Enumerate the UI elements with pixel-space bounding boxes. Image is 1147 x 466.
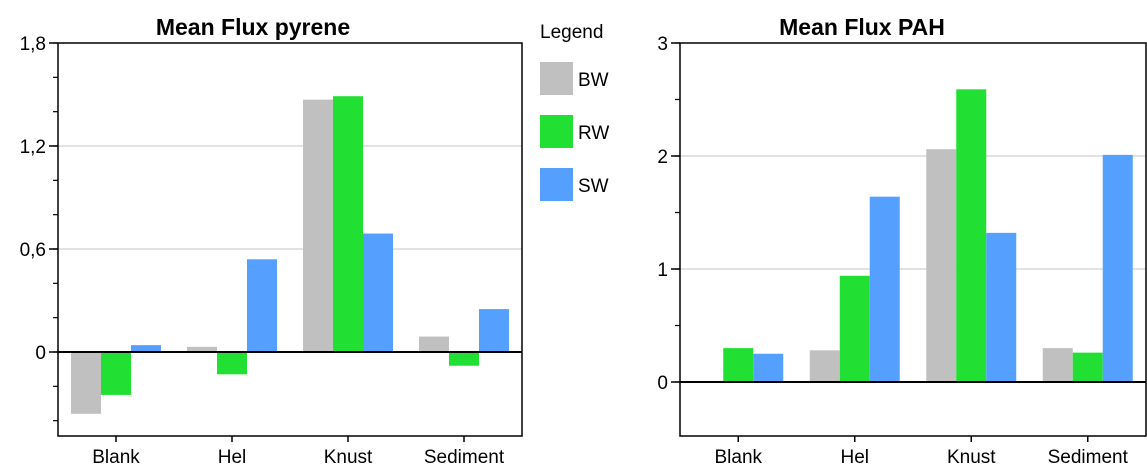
chart-title: Mean Flux PAH [779, 14, 945, 40]
bar-RW-Sediment [449, 352, 479, 366]
x-tick-label: Blank [92, 447, 140, 466]
bar-SW-Hel [869, 196, 900, 382]
x-tick-label: Knust [947, 447, 996, 466]
bar-BW-Sediment [1042, 348, 1073, 382]
bar-SW-Sediment [479, 309, 509, 352]
x-tick-label: Blank [714, 447, 762, 466]
plot-frame [679, 42, 1147, 437]
legend-title: Legend [540, 22, 603, 43]
x-tick-label: Knust [324, 447, 373, 466]
legend: Legend BW RW SW [540, 22, 609, 201]
x-tick-label: Hel [218, 447, 247, 466]
chart-title: Mean Flux pyrene [156, 14, 350, 40]
legend-swatch-SW [540, 168, 573, 201]
y-tick-label: 0 [35, 343, 46, 364]
bar-RW-Knust [333, 96, 363, 352]
bar-RW-Blank [723, 348, 754, 382]
bar-RW-Sediment [1072, 352, 1103, 382]
legend-swatch-BW [540, 62, 573, 95]
bar-SW-Blank [753, 353, 784, 382]
y-tick-label: 1,2 [20, 137, 46, 158]
y-tick-label: 3 [657, 34, 668, 55]
legend-label-SW: SW [578, 176, 609, 197]
bar-BW-Hel [809, 350, 840, 382]
bar-RW-Hel [839, 275, 870, 382]
bar-RW-Hel [217, 352, 247, 375]
y-tick-label: 1,8 [20, 34, 46, 55]
bar-RW-Blank [101, 352, 131, 395]
bar-SW-Hel [247, 259, 277, 352]
chart-pah: Mean Flux PAH 3 2 1 0 Blank Hel Knust Sediment [657, 14, 1147, 466]
bar-SW-Knust [363, 233, 393, 352]
legend-swatch-RW [540, 115, 573, 148]
bar-SW-Sediment [1102, 154, 1133, 382]
bar-BW-Blank [71, 352, 101, 414]
legend-label-BW: BW [578, 70, 609, 91]
bar-BW-Hel [187, 346, 217, 352]
y-tick-label: 0 [657, 373, 668, 394]
bar-SW-Blank [131, 345, 161, 352]
bar-SW-Knust [986, 232, 1017, 382]
x-tick-label: Hel [840, 447, 869, 466]
y-tick-label: 2 [657, 147, 668, 168]
y-tick-label: 1 [657, 260, 668, 281]
bar-BW-Sediment [419, 336, 449, 352]
legend-label-RW: RW [578, 123, 609, 144]
chart-pyrene: Mean Flux pyrene 1,8 1,2 0,6 0 Blank Hel Knust S… [20, 14, 523, 466]
plot-frame [57, 42, 523, 437]
x-tick-label: Sediment [1048, 447, 1129, 466]
bar-RW-Knust [956, 89, 987, 382]
bar-BW-Knust [926, 149, 957, 382]
x-tick-label: Sediment [424, 447, 505, 466]
bar-BW-Knust [303, 99, 333, 353]
y-tick-label: 0,6 [20, 240, 46, 261]
